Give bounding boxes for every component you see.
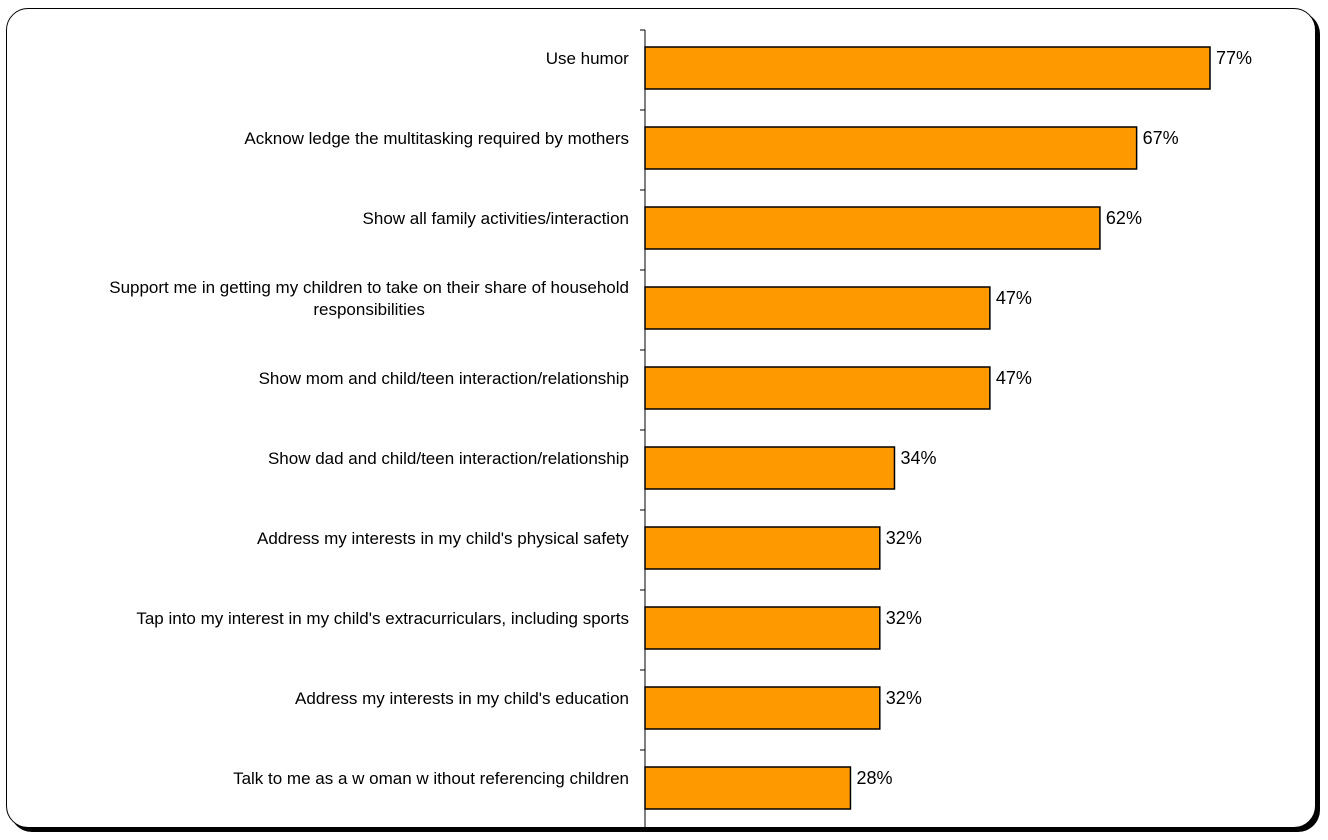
category-label: Tap into my interest in my child's extra… bbox=[136, 609, 629, 628]
value-label: 32% bbox=[886, 608, 922, 628]
category-labels: Use humor Acknow ledge the multitasking r… bbox=[109, 49, 629, 788]
bars-group bbox=[644, 46, 1211, 810]
bar bbox=[644, 126, 1138, 170]
value-label: 47% bbox=[996, 288, 1032, 308]
category-label-line: Use humor bbox=[546, 49, 629, 68]
bar bbox=[644, 206, 1101, 250]
category-label: Address my interests in my child's physi… bbox=[257, 529, 629, 548]
value-labels: 77% 67% 62% 47% 47% 34% 32% 32% 32% 28% bbox=[856, 48, 1252, 788]
category-label: Use humor bbox=[546, 49, 629, 68]
value-label: 28% bbox=[856, 768, 892, 788]
category-label: Show mom and child/teen interaction/rela… bbox=[259, 369, 629, 388]
category-label-line: Show mom and child/teen interaction/rela… bbox=[259, 369, 629, 388]
category-label: Support me in getting my children to tak… bbox=[109, 278, 629, 319]
bar bbox=[644, 366, 991, 410]
category-label: Address my interests in my child's educa… bbox=[295, 689, 629, 708]
value-label: 32% bbox=[886, 688, 922, 708]
bar bbox=[644, 606, 881, 650]
category-label-line: Tap into my interest in my child's extra… bbox=[136, 609, 629, 628]
category-label: Show dad and child/teen interaction/rela… bbox=[268, 449, 629, 468]
bar bbox=[644, 46, 1211, 90]
category-label: Acknow ledge the multitasking required b… bbox=[244, 129, 629, 148]
value-label: 32% bbox=[886, 528, 922, 548]
value-label: 67% bbox=[1143, 128, 1179, 148]
category-label-line: Address my interests in my child's physi… bbox=[257, 529, 629, 548]
category-label: Show all family activities/interaction bbox=[363, 209, 629, 228]
bar bbox=[644, 446, 896, 490]
category-label-line: responsibilities bbox=[313, 300, 425, 319]
category-label-line: Talk to me as a w oman w ithout referenc… bbox=[233, 769, 629, 788]
category-label-line: Show all family activities/interaction bbox=[363, 209, 629, 228]
bar bbox=[644, 686, 881, 730]
value-label: 62% bbox=[1106, 208, 1142, 228]
axis-ticks bbox=[640, 29, 645, 829]
value-label: 47% bbox=[996, 368, 1032, 388]
value-label: 34% bbox=[900, 448, 936, 468]
category-label-line: Address my interests in my child's educa… bbox=[295, 689, 629, 708]
bar bbox=[644, 286, 991, 330]
bar bbox=[644, 766, 852, 810]
category-label-line: Acknow ledge the multitasking required b… bbox=[244, 129, 629, 148]
value-label: 77% bbox=[1216, 48, 1252, 68]
category-label-line: Show dad and child/teen interaction/rela… bbox=[268, 449, 629, 468]
category-label: Talk to me as a w oman w ithout referenc… bbox=[233, 769, 629, 788]
bar bbox=[644, 526, 881, 570]
category-label-line: Support me in getting my children to tak… bbox=[109, 278, 629, 297]
